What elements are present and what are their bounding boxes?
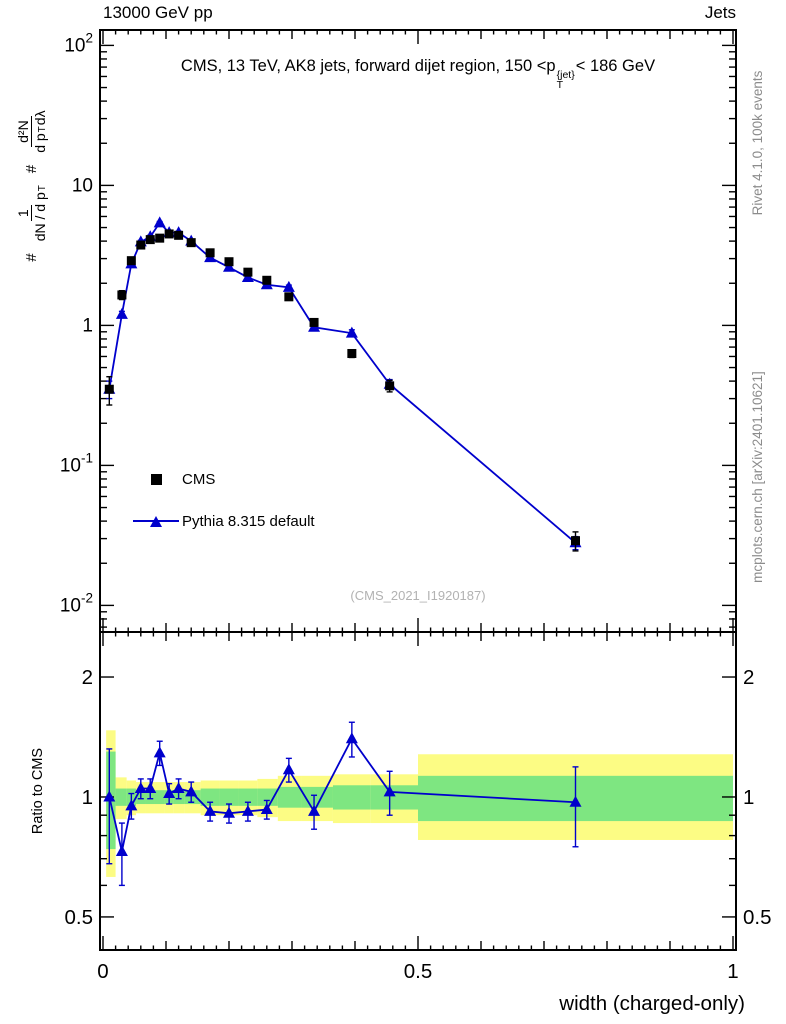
ratio-uncertainty-bands xyxy=(106,730,733,877)
svg-text:1: 1 xyxy=(82,786,93,809)
svg-text:1: 1 xyxy=(82,315,93,336)
pt-subsup: {jet} T xyxy=(556,69,575,91)
triangle-icon xyxy=(150,515,162,527)
svg-text:1: 1 xyxy=(743,786,754,809)
plot-frames xyxy=(99,29,737,951)
legend-label-pythia: Pythia 8.315 default xyxy=(182,512,315,530)
svg-text:0.5: 0.5 xyxy=(404,960,433,983)
svg-text:0.5: 0.5 xyxy=(743,906,772,929)
legend-item-pythia: Pythia 8.315 default xyxy=(130,500,315,542)
svg-text:2: 2 xyxy=(743,666,754,689)
header-beam-energy: 13000 GeV pp xyxy=(103,3,213,22)
ylabel-frac1-num: 1 xyxy=(14,205,32,222)
panel-title-text-2: < 186 GeV xyxy=(575,57,656,75)
legend-item-cms: CMS xyxy=(130,458,315,500)
legend: CMS Pythia 8.315 default xyxy=(130,458,315,542)
panel-title-text-1: CMS, 13 TeV, AK8 jets, forward dijet reg… xyxy=(180,57,556,75)
panel-title: CMS, 13 TeV, AK8 jets, forward dijet reg… xyxy=(100,57,736,90)
pt-sup: {jet} xyxy=(556,69,575,81)
watermark: (CMS_2021_I1920187) xyxy=(350,588,486,603)
axis-tick-labels: 0 0.5 1 102 10 1 10-1 10-2 2 2 1 1 0.5 0.5 xyxy=(60,30,772,983)
x-axis-label: width (charged-only) xyxy=(559,992,745,1015)
pythia-triangle-line-marker-icon xyxy=(130,513,182,529)
legend-label-cms: CMS xyxy=(182,470,216,488)
cms-square-marker-icon xyxy=(130,471,182,487)
svg-text:2: 2 xyxy=(82,666,93,689)
svg-text:0: 0 xyxy=(97,960,108,983)
header-analysis-group: Jets xyxy=(704,3,736,22)
ylabel-hash-2: # xyxy=(22,164,40,174)
pt-sub: T xyxy=(556,79,564,91)
svg-text:1: 1 xyxy=(727,960,738,983)
svg-text:10: 10 xyxy=(72,175,93,196)
svg-text:10-2: 10-2 xyxy=(60,590,93,616)
square-icon xyxy=(150,473,162,485)
cms-series-main xyxy=(104,229,580,552)
side-note-rivet: Rivet 4.1.0, 100k events xyxy=(749,70,765,216)
ratio-y-axis-label: Ratio to CMS xyxy=(30,747,46,835)
ylabel-hash-1: # xyxy=(22,253,40,262)
ylabel-frac2-num: d²N xyxy=(14,116,32,147)
svg-text:102: 102 xyxy=(64,30,93,56)
svg-text:0.5: 0.5 xyxy=(65,906,94,929)
side-note-mcplots: mcplots.cern.ch [arXiv:2401.10621] xyxy=(749,371,765,583)
ratio-series xyxy=(103,721,582,887)
svg-text:10-1: 10-1 xyxy=(60,450,93,476)
